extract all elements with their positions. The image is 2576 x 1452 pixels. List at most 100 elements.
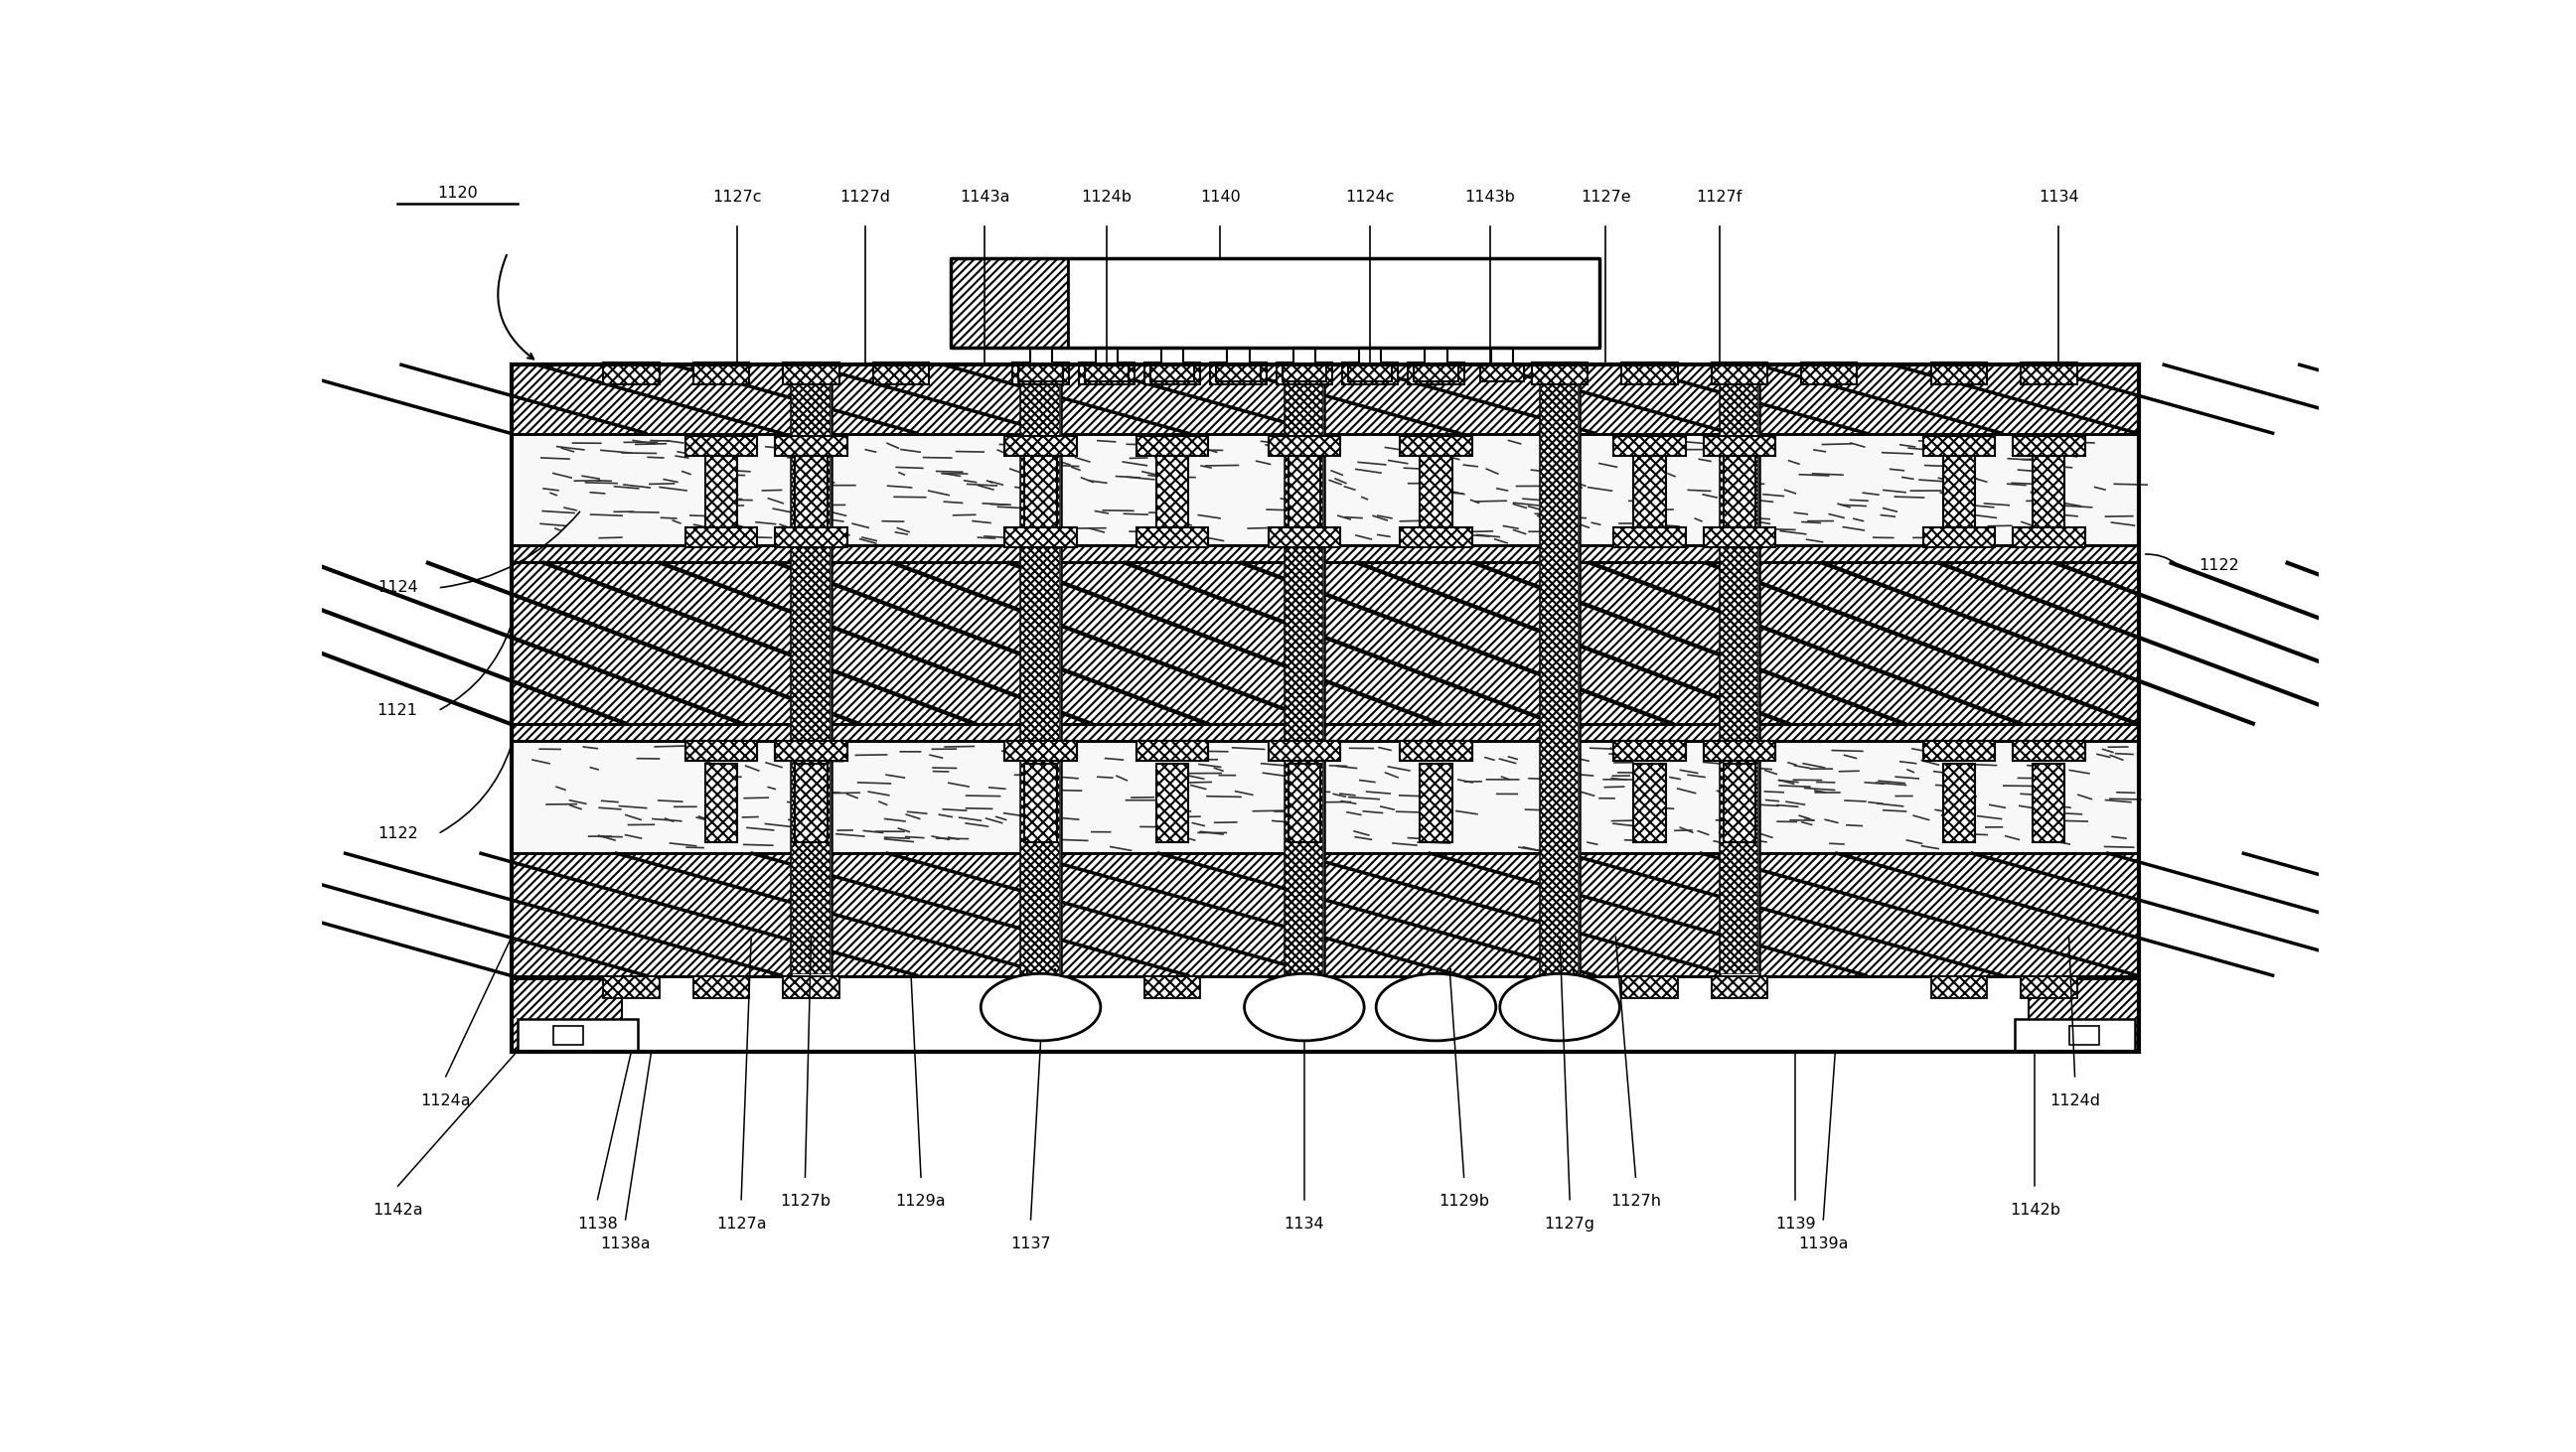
Bar — [1084, 364, 1128, 380]
Bar — [1723, 764, 1754, 842]
Bar — [796, 456, 827, 534]
Bar — [2014, 1019, 2136, 1051]
Text: 1129a: 1129a — [896, 1194, 945, 1208]
Bar — [685, 741, 757, 761]
Text: 1138a: 1138a — [600, 1237, 652, 1252]
Bar — [1401, 741, 1471, 761]
Bar — [1005, 741, 1077, 761]
Bar — [1267, 741, 1340, 761]
Bar — [1613, 741, 1685, 761]
Bar — [1801, 362, 1857, 385]
Bar — [1157, 456, 1188, 534]
Bar — [1721, 366, 1757, 974]
Text: 1124b: 1124b — [1082, 190, 1131, 205]
Text: 1127g: 1127g — [1546, 1217, 1595, 1231]
Text: 1143b: 1143b — [1466, 190, 1515, 205]
Bar — [1401, 436, 1471, 456]
Bar — [1540, 364, 1579, 976]
Bar — [1703, 527, 1775, 547]
Bar — [2022, 362, 2076, 385]
Text: 1124a: 1124a — [420, 1093, 471, 1108]
Text: 1138: 1138 — [577, 1217, 618, 1231]
Text: 1134: 1134 — [2038, 190, 2079, 205]
Bar — [706, 456, 737, 534]
Text: 1129b: 1129b — [1437, 1194, 1489, 1208]
Bar — [1924, 741, 1994, 761]
Text: 1120: 1120 — [438, 186, 479, 200]
Bar — [518, 1019, 636, 1051]
Bar — [1613, 436, 1685, 456]
Circle shape — [1376, 974, 1497, 1041]
Bar — [513, 741, 2138, 852]
Text: 1127e: 1127e — [1582, 190, 1631, 205]
Bar — [2032, 456, 2066, 534]
Bar — [2012, 527, 2084, 547]
Bar — [1540, 366, 1577, 974]
Bar — [1079, 362, 1133, 385]
Bar — [791, 366, 829, 974]
Bar — [603, 362, 659, 385]
Bar — [1267, 527, 1340, 547]
Bar — [1613, 527, 1685, 547]
Bar — [1932, 362, 1986, 385]
Text: 1122: 1122 — [376, 826, 417, 841]
Bar — [1012, 362, 1069, 385]
Bar — [1492, 347, 1512, 372]
Bar — [1723, 456, 1754, 534]
Bar — [1924, 527, 1994, 547]
Bar — [1942, 456, 1976, 534]
Bar — [1030, 347, 1051, 372]
Bar — [1025, 764, 1056, 842]
Bar — [513, 364, 2138, 434]
Bar — [1414, 364, 1458, 380]
Bar — [513, 979, 621, 1051]
Bar — [1360, 347, 1381, 372]
Bar — [1401, 527, 1471, 547]
Bar — [783, 976, 840, 998]
Bar — [693, 362, 750, 385]
Bar — [775, 741, 848, 761]
Text: 1142b: 1142b — [2009, 1202, 2061, 1218]
Bar — [1623, 976, 1677, 998]
Bar — [1151, 364, 1195, 380]
Text: 1137: 1137 — [1010, 1237, 1051, 1252]
Text: 1127a: 1127a — [716, 1217, 768, 1231]
Bar — [685, 527, 757, 547]
Bar — [1136, 741, 1208, 761]
Bar — [1020, 366, 1059, 974]
Text: 1121: 1121 — [376, 703, 417, 719]
Bar — [775, 436, 848, 456]
Bar — [1025, 456, 1056, 534]
Text: 1124c: 1124c — [1345, 190, 1394, 205]
Text: 1143a: 1143a — [961, 190, 1010, 205]
Text: 1122: 1122 — [2200, 558, 2239, 574]
Bar — [1710, 976, 1767, 998]
Bar — [1144, 362, 1200, 385]
Bar — [951, 258, 1066, 347]
Text: 1139a: 1139a — [1798, 1237, 1850, 1252]
Bar — [1005, 741, 1077, 761]
Bar — [1136, 436, 1208, 456]
Bar — [554, 1025, 585, 1044]
Bar — [873, 362, 930, 385]
Circle shape — [1244, 974, 1365, 1041]
Bar — [1267, 436, 1340, 456]
Bar — [693, 976, 750, 998]
Bar — [1095, 347, 1118, 372]
Bar — [1012, 976, 1069, 998]
Text: 1134: 1134 — [1283, 1217, 1324, 1231]
Bar — [1275, 362, 1332, 385]
Circle shape — [981, 974, 1100, 1041]
Bar — [791, 364, 832, 976]
Text: 1127d: 1127d — [840, 190, 891, 205]
Bar — [1533, 976, 1587, 998]
Bar — [1136, 741, 1208, 761]
Bar — [1342, 362, 1399, 385]
Bar — [1633, 456, 1667, 534]
Bar — [1409, 362, 1463, 385]
Bar — [513, 725, 2138, 741]
Bar — [1162, 347, 1182, 372]
Bar — [1924, 741, 1994, 761]
Bar — [685, 436, 757, 456]
Bar — [513, 562, 2138, 725]
